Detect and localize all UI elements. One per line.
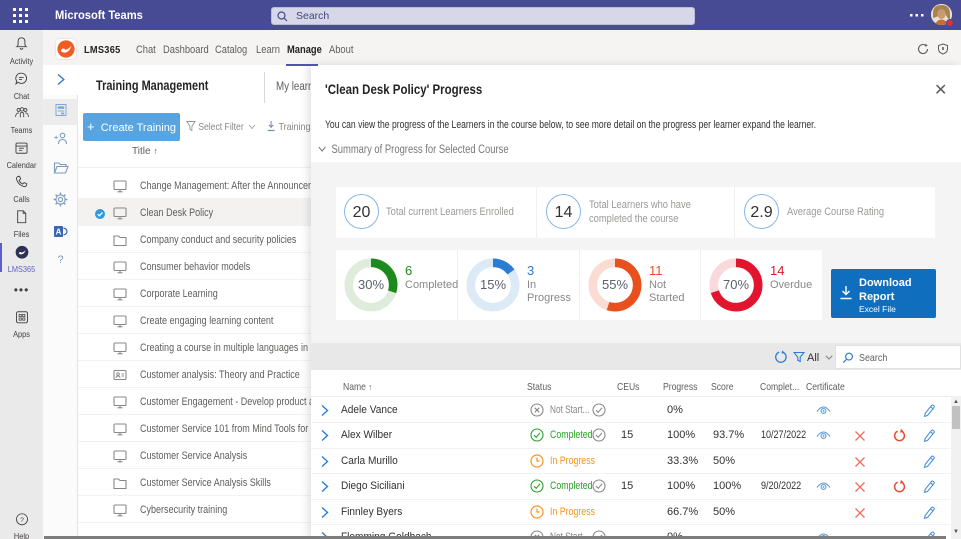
svg-text:A: A [56, 228, 62, 237]
svg-text:?: ? [20, 517, 24, 524]
